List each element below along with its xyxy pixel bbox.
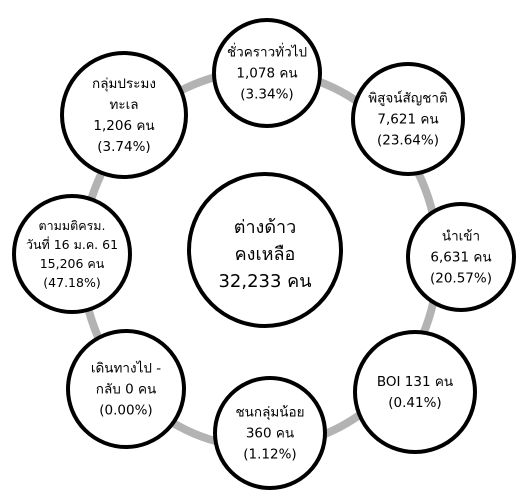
- node-circle-fishery: [60, 51, 188, 179]
- node-circle-nationality-verification: [351, 62, 465, 176]
- node-nationality-verification-line-3: (23.64%): [377, 133, 439, 149]
- node-imported-line-1: นำเข้า: [442, 229, 480, 245]
- node-temporary-line-2: 1,078 คน: [236, 66, 297, 82]
- node-imported-line-3: (20.57%): [430, 271, 492, 287]
- node-circle-temporary: [212, 18, 322, 128]
- node-circle-cabinet-resolution: [12, 194, 132, 314]
- center-node-remaining-workers: ต่างด้าว คงเหลือ 32,233 คน: [187, 172, 343, 328]
- node-circle-imported: [406, 202, 516, 312]
- node-temporary: ชั่วคราวทั่วไป 1,078 คน (3.34%): [212, 18, 322, 128]
- node-circle-border-crossing: [66, 329, 186, 449]
- node-fishery-line-3: 1,206 คน: [93, 118, 154, 134]
- node-minority-line-1: ชนกลุ่มน้อย: [236, 405, 305, 421]
- node-minority: ชนกลุ่มน้อย 360 คน (1.12%): [213, 376, 327, 490]
- node-fishery-line-4: (3.74%): [97, 139, 150, 155]
- category-nodes: ชั่วคราวทั่วไป 1,078 คน (3.34%) พิสูจน์สัญช…: [12, 18, 516, 490]
- center-label-line-1: ต่างด้าว: [234, 217, 297, 238]
- node-cabinet-resolution-line-4: (47.18%): [43, 275, 100, 290]
- node-temporary-line-3: (3.34%): [240, 87, 293, 103]
- node-circle-minority: [213, 376, 327, 490]
- node-border-crossing-line-1: เดินทางไป -: [91, 361, 161, 377]
- node-nationality-verification-line-1: พิสูจน์สัญชาติ: [368, 90, 448, 107]
- node-fishery-line-2: ทะเล: [109, 97, 138, 113]
- node-border-crossing: เดินทางไป - กลับ 0 คน (0.00%): [66, 329, 186, 449]
- node-border-crossing-line-3: (0.00%): [99, 403, 152, 419]
- node-boi-line-2: (0.41%): [388, 395, 441, 411]
- node-imported-line-2: 6,631 คน: [430, 250, 491, 266]
- node-nationality-verification-line-2: 7,621 คน: [377, 112, 438, 128]
- node-cabinet-resolution-line-1: ตามมติครม.: [38, 218, 105, 233]
- node-boi: BOI 131 คน (0.41%): [353, 330, 477, 454]
- center-label-line-2: คงเหลือ: [235, 244, 296, 265]
- node-cabinet-resolution-line-3: 15,206 คน: [40, 256, 105, 271]
- node-imported: นำเข้า 6,631 คน (20.57%): [406, 202, 516, 312]
- node-boi-line-1: BOI 131 คน: [377, 374, 453, 390]
- node-cabinet-resolution-line-2: วันที่ 16 ม.ค. 61: [26, 236, 118, 252]
- center-circle: [187, 172, 343, 328]
- node-border-crossing-line-2: กลับ 0 คน: [96, 382, 156, 398]
- node-nationality-verification: พิสูจน์สัญชาติ 7,621 คน (23.64%): [351, 62, 465, 176]
- node-fishery-line-1: กลุ่มประมง: [92, 76, 156, 92]
- node-circle-boi: [353, 330, 477, 454]
- center-label-line-3: 32,233 คน: [218, 271, 311, 292]
- node-temporary-line-1: ชั่วคราวทั่วไป: [227, 43, 307, 61]
- node-minority-line-3: (1.12%): [243, 447, 296, 463]
- node-cabinet-resolution: ตามมติครม. วันที่ 16 ม.ค. 61 15,206 คน (47.…: [12, 194, 132, 314]
- node-minority-line-2: 360 คน: [246, 426, 294, 442]
